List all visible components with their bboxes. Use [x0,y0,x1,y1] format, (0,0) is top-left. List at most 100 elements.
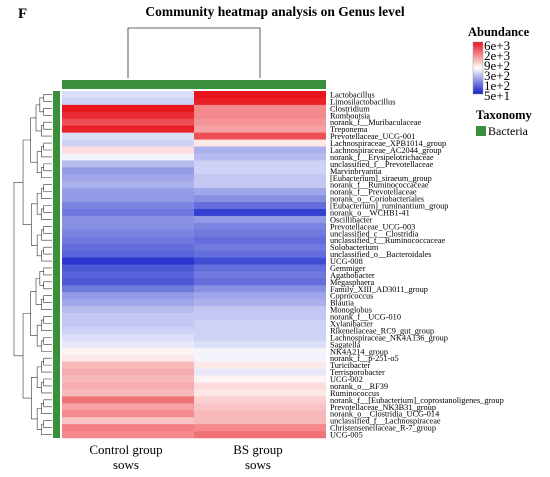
row-label: norank_o__RF39 [330,382,388,391]
row-dendrogram-branch [31,203,38,246]
heatmap-cell [194,326,326,335]
row-label: Solobacterium [330,243,379,252]
heatmap-cell [62,195,194,203]
heatmap-cell [62,174,194,182]
row-label: unclassified_f__Lachnospiraceae [330,417,441,426]
heatmap-cell [62,257,194,265]
heatmap-cell [62,403,194,411]
legend-bacteria-label: Bacteria [488,124,528,138]
heatmap-cell [194,118,326,126]
heatmap-cell [194,368,326,376]
row-label: norank_f__UCG-010 [330,313,401,322]
heatmap-cell [62,250,194,258]
heatmap-cell [62,396,194,404]
heatmap-cell [62,188,194,196]
abundance-tick-label: 1e+2 [484,78,511,93]
row-dendrogram-branch [43,205,52,213]
row-label: Marvinbryantia [330,167,382,176]
heatmap-cell [62,340,194,349]
row-dendrogram-branch [43,94,52,102]
abundance-colorbar [472,41,484,95]
row-label: [Eubacterium]_siraeum_group [330,174,432,183]
row-labels: LactobacillusLimosilactobacillusClostrid… [330,90,504,439]
heatmap-cell [62,181,194,189]
heatmap-cell [194,146,326,154]
row-label: Gemmiger [330,264,366,273]
column-label-bs-line1: BS group [233,442,283,457]
row-dendrogram-branch [35,104,42,132]
heatmap-cell [62,243,194,251]
row-label: Oscillibacter [330,215,373,224]
heatmap-cell [194,333,326,342]
heatmap-cell [62,389,194,397]
row-label: Lachnospiraceae_NK4A136_group [330,333,448,342]
heatmap-cell [62,111,194,120]
row-label: Monoglobus [330,306,372,315]
heatmap-cell [62,229,194,238]
row-dendrogram-branch [41,361,52,373]
row-dendrogram-branch [43,184,52,192]
row-dendrogram-branch [43,295,52,303]
heatmap-cell [62,382,194,390]
row-label: Rikenellaceae_RC9_gut_group [330,326,434,335]
abundance-tick-label: 3e+2 [484,68,511,83]
heatmap-cell [62,146,194,154]
heatmap-cell [194,278,326,286]
heatmap-cell [62,320,194,328]
heatmap-cell [194,111,326,120]
heatmap-cell [62,313,194,321]
taxonomy-bar [62,80,326,89]
chart-title: Community heatmap analysis on Genus leve… [145,4,405,19]
heatmap-cells [62,91,326,439]
row-dendrogram-branch [41,340,52,352]
row-dendrogram-branch [13,182,24,357]
heatmap-cell [62,354,194,362]
column-label-control-line2: sows [112,457,139,472]
heatmap-cell [62,347,194,356]
heatmap-cell [194,97,326,106]
heatmap-cell [62,104,194,113]
abundance-tick-label: 9e+2 [484,58,511,73]
heatmap-cell [194,431,326,439]
heatmap-cell [194,285,326,293]
heatmap-cell [194,153,326,161]
row-label: Coprococcus [330,292,373,301]
heatmap-cell [194,417,326,425]
row-dendrogram-branch [41,403,52,415]
heatmap-cell [194,354,326,362]
heatmap-cell [194,250,326,258]
heatmap-cell [62,306,194,314]
row-dendrogram-branch [43,281,52,290]
row-dendrogram-branch [41,250,52,262]
row-dendrogram-branch [43,226,52,234]
heatmap-cell [194,208,326,217]
heatmap-cell [194,382,326,390]
row-dendrogram-branch [41,208,52,220]
heatmap-cell [194,340,326,349]
heatmap-cell [194,236,326,244]
row-dendrogram-branch [36,408,42,430]
legend-taxonomy-title: Taxonomy [476,108,532,122]
row-dendrogram-branch [36,151,42,173]
row-label: norank_o__Coriobacteriales [330,195,424,204]
abundance-legend [472,41,484,95]
heatmap-cell [62,118,194,126]
column-dendrogram [127,27,261,78]
row-dendrogram [13,94,52,435]
row-dendrogram-branch [36,193,42,215]
heatmap-cell [62,299,194,307]
heatmap-cell [62,271,194,279]
column-label-bs: BS group sows [198,442,318,472]
row-label: Blautia [330,299,354,308]
heatmap-cell [194,320,326,328]
row-label: Lachnospiraceae_AC2044_group [330,146,442,155]
row-label: unclassified_c__Clostridia [330,229,419,238]
heatmap-cell [62,139,194,147]
heatmap-cell [194,396,326,404]
heatmap-cell [194,389,326,397]
heatmap-cell [194,139,326,147]
heatmap-cell [62,236,194,244]
row-dendrogram-branch [36,366,42,388]
row-dendrogram-branch [43,108,52,116]
panel-letter: F [18,6,28,22]
